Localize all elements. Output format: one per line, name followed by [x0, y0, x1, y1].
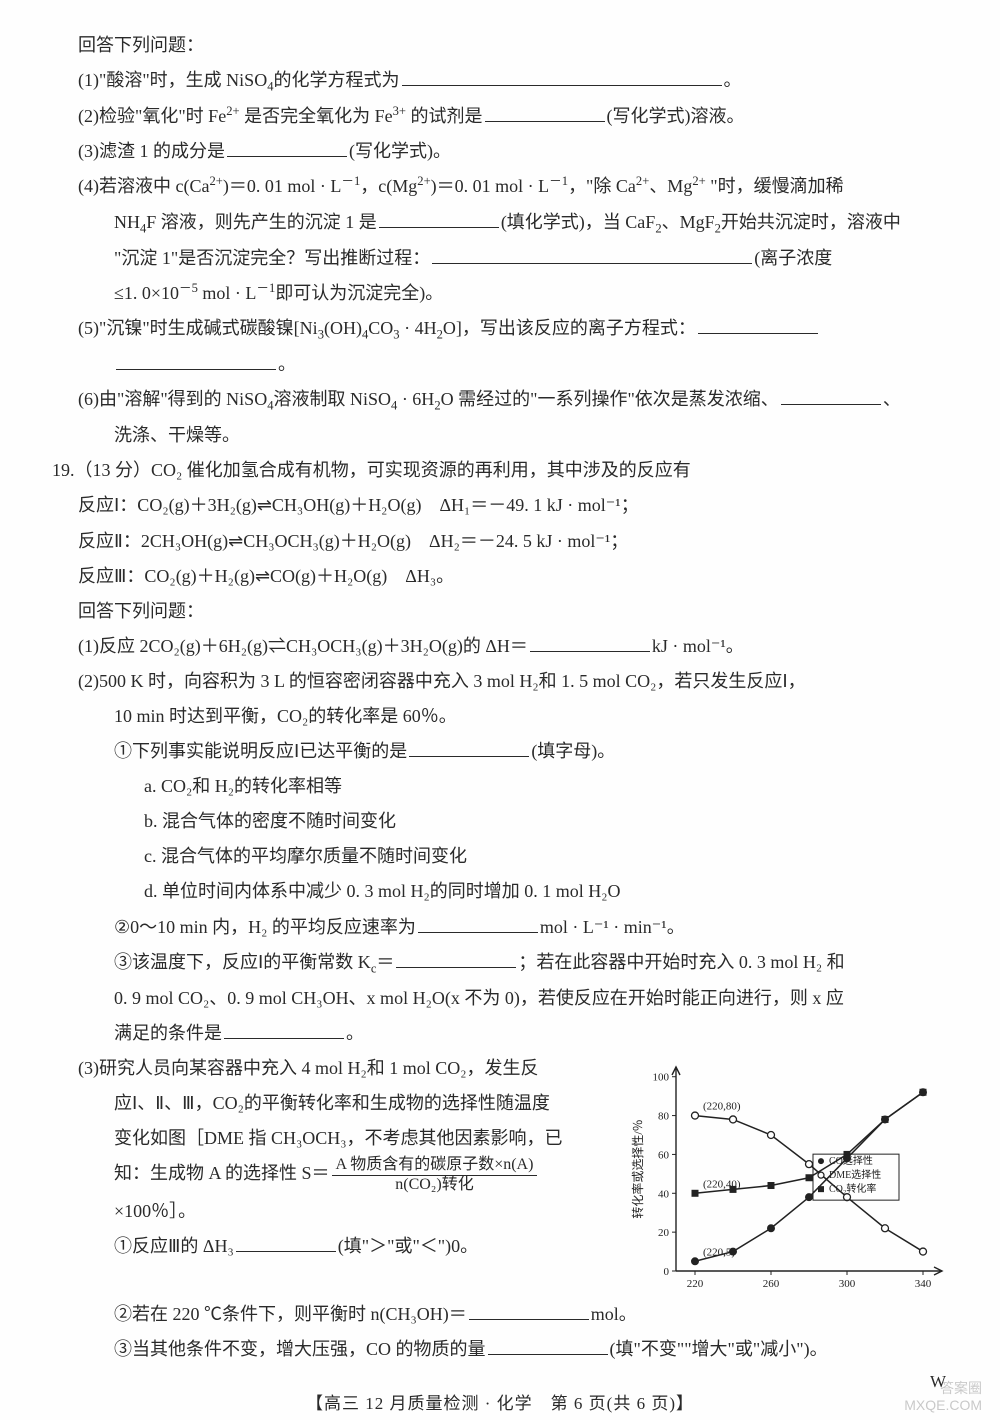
q19-3-line2: 应Ⅰ、Ⅱ、Ⅲ，CO₂的平衡转化率和生成物的选择性随温度 [52, 1086, 618, 1121]
q18-4-line2: NH4F 溶液，则先产生的沉淀 1 是(填化学式)，当 CaF2、MgF2开始共… [52, 205, 948, 241]
answer-prompt: 回答下列问题： [52, 594, 948, 629]
blank [418, 913, 538, 933]
svg-text:100: 100 [653, 1072, 670, 1084]
blank [432, 244, 752, 264]
q19-3-1: ①反应Ⅲ的 ΔH₃(填"＞"或"＜")0。 [52, 1229, 618, 1264]
svg-text:220: 220 [687, 1278, 704, 1290]
q19-3-2: ②若在 220 ℃条件下，则平衡时 n(CH₃OH)＝mol。 [52, 1297, 948, 1332]
q18-4: (4)若溶液中 c(Ca2+)＝0. 01 mol · L－1，c(Mg2+)＝… [52, 169, 948, 204]
q18-5: (5)"沉镍"时生成碱式碳酸镍[Ni3(OH)4CO3 · 4H2O]，写出该反… [52, 311, 948, 347]
blank [469, 1300, 589, 1320]
svg-text:60: 60 [658, 1149, 670, 1161]
reaction-1: 反应Ⅰ：CO₂(g)＋3H₂(g)⇌CH₃OH(g)＋H₂O(g) ΔH₁＝－4… [52, 488, 948, 523]
blank [227, 138, 347, 158]
svg-text:(220,80): (220,80) [703, 1101, 741, 1113]
reaction-3: 反应Ⅲ：CO₂(g)＋H₂(g)⇌CO(g)＋H₂O(g) ΔH₃。 [52, 559, 948, 594]
q18-1: (1)"酸溶"时，生成 NiSO4的化学方程式为。 [52, 63, 948, 99]
q19-2-1: ①下列事实能说明反应Ⅰ已达平衡的是(填字母)。 [52, 734, 948, 769]
q18-4-line3: "沉淀 1"是否沉淀完全？写出推断过程：(离子浓度 [52, 241, 948, 276]
option-a: a. CO₂和 H₂的转化率相等 [52, 769, 948, 804]
svg-text:40: 40 [658, 1188, 670, 1200]
blank [409, 737, 529, 757]
option-b: b. 混合气体的密度不随时间变化 [52, 804, 948, 839]
svg-text:(220,40): (220,40) [703, 1178, 741, 1190]
blank [530, 632, 650, 652]
q18-4-line4: ≤1. 0×10－5 mol · L－1即可认为沉淀完全)。 [52, 276, 948, 311]
blank [396, 948, 516, 968]
watermark: 答案圈 MXQE.COM [904, 1380, 982, 1414]
q18-6-line2: 洗涤、干燥等。 [52, 418, 948, 453]
option-c: c. 混合气体的平均摩尔质量不随时间变化 [52, 839, 948, 874]
chart: 0 20 40 60 80 100 220 260 300 340 转化率或选择性/％ (220,80… [628, 1057, 948, 1297]
svg-text:0: 0 [664, 1266, 670, 1278]
q19-3-line1: (3)研究人员向某容器中充入 4 mol H₂和 1 mol CO₂，发生反 [52, 1051, 618, 1086]
q19-3-line4: 知：生成物 A 的选择性 S＝A 物质含有的碳原子数×n(A)n(CO₂)转化 [52, 1156, 618, 1194]
q19-3-line5: ×100％］。 [52, 1194, 618, 1229]
blank [379, 208, 499, 228]
q19-2: (2)500 K 时，向容积为 3 L 的恒容密闭容器中充入 3 mol H₂和… [52, 664, 948, 699]
q18-5-line2: 。 [52, 347, 948, 382]
svg-text:CO₂转化率: CO₂转化率 [829, 1182, 876, 1195]
q19-2-line2: 10 min 时达到平衡，CO₂的转化率是 60％。 [52, 699, 948, 734]
q18-2: (2)检验"氧化"时 Fe2+ 是否完全氧化为 Fe3+ 的试剂是(写化学式)溶… [52, 99, 948, 134]
q19-2-3-line2: 0. 9 mol CO₂、0. 9 mol CH₃OH、x mol H₂O(x … [52, 981, 948, 1016]
svg-text:80: 80 [658, 1111, 670, 1123]
q19-3-line3: 变化如图［DME 指 CH₃OCH₃，不考虑其他因素影响，已 [52, 1121, 618, 1156]
q18-3: (3)滤渣 1 的成分是(写化学式)。 [52, 134, 948, 169]
svg-text:300: 300 [839, 1278, 856, 1290]
q19-3-3: ③当其他条件不变，增大压强，CO 的物质的量(填"不变""增大"或"减小")。 [52, 1332, 948, 1367]
blank [236, 1232, 336, 1252]
svg-text:DME选择性: DME选择性 [829, 1168, 881, 1181]
svg-text:(220,5): (220,5) [703, 1246, 735, 1258]
blank [488, 1335, 608, 1355]
q19-1: (1)反应 2CO₂(g)＋6H₂(g)⇌CH₃OCH₃(g)＋3H₂O(g)的… [52, 629, 948, 664]
blank [698, 314, 818, 334]
svg-text:340: 340 [915, 1278, 932, 1290]
blank [781, 385, 881, 405]
q19-header: 19.（13 分）CO₂ 催化加氢合成有机物，可实现资源的再利用，其中涉及的反应… [52, 453, 948, 488]
svg-text:20: 20 [658, 1227, 670, 1239]
blank [224, 1019, 344, 1039]
blank [402, 66, 722, 86]
q19-2-3: ③该温度下，反应Ⅰ的平衡常数 Kc＝；若在此容器中开始时充入 0. 3 mol … [52, 945, 948, 981]
fraction: A 物质含有的碳原子数×n(A)n(CO₂)转化 [332, 1156, 538, 1194]
blank [116, 350, 276, 370]
svg-text:CO选择性: CO选择性 [829, 1154, 873, 1167]
reaction-2: 反应Ⅱ：2CH₃OH(g)⇌CH₃OCH₃(g)＋H₂O(g) ΔH₂＝－24.… [52, 524, 948, 559]
q19-2-3-line3: 满足的条件是。 [52, 1016, 948, 1051]
q19-2-2: ②0～10 min 内，H₂ 的平均反应速率为mol · L⁻¹ · min⁻¹… [52, 910, 948, 945]
option-d: d. 单位时间内体系中减少 0. 3 mol H₂的同时增加 0. 1 mol … [52, 874, 948, 909]
text-line: 回答下列问题： [52, 28, 948, 63]
blank [485, 102, 605, 122]
svg-text:260: 260 [763, 1278, 780, 1290]
svg-text:转化率或选择性/％: 转化率或选择性/％ [630, 1119, 645, 1218]
page-footer: 【高三 12 月质量检测 · 化学 第 6 页(共 6 页)】 [52, 1387, 948, 1420]
q18-6: (6)由"溶解"得到的 NiSO4溶液制取 NiSO4 · 6H2O 需经过的"… [52, 382, 948, 418]
